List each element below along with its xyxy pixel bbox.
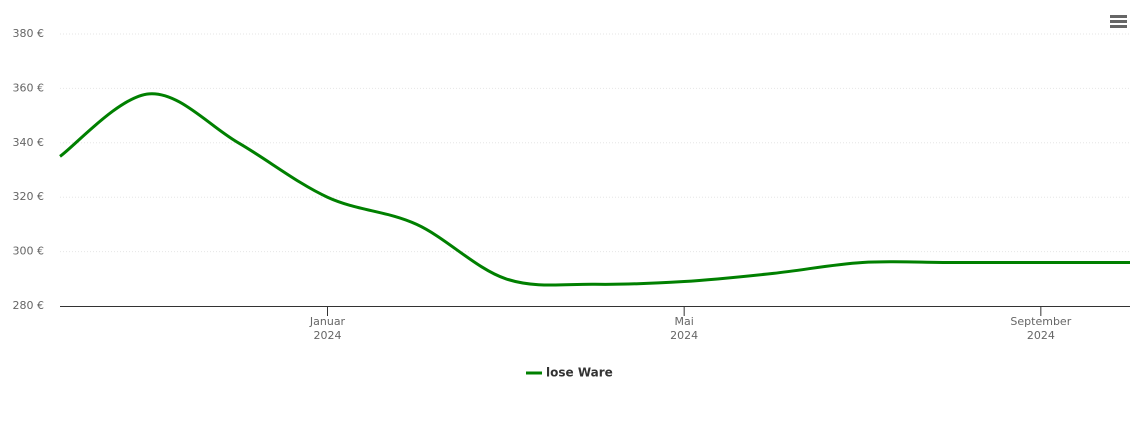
x-tick-label-line: Mai bbox=[675, 315, 694, 328]
x-tick-label-line: September bbox=[1010, 315, 1071, 328]
x-tick-label: Mai 2024 bbox=[670, 315, 698, 342]
x-tick-label-line: 2024 bbox=[670, 329, 698, 342]
menu-bar bbox=[1110, 15, 1127, 18]
series-line bbox=[59, 92, 1130, 287]
y-tick-label: 380 € bbox=[13, 27, 45, 40]
x-tick-label-line: Januar bbox=[309, 315, 346, 328]
menu-button[interactable] bbox=[1110, 15, 1127, 28]
menu-bar bbox=[1110, 25, 1127, 28]
legend-label: lose Ware bbox=[546, 366, 613, 380]
legend-item[interactable]: lose Ware bbox=[526, 366, 613, 380]
y-tick-label: 320 € bbox=[13, 190, 45, 203]
y-tick-label: 280 € bbox=[13, 299, 45, 312]
y-tick-label: 360 € bbox=[13, 81, 45, 94]
x-tick-label: Januar 2024 bbox=[309, 315, 346, 342]
y-tick-label: 300 € bbox=[13, 245, 45, 258]
x-tick-label: September 2024 bbox=[1010, 315, 1071, 342]
menu-bar bbox=[1110, 20, 1127, 23]
x-tick-label-line: 2024 bbox=[1027, 329, 1055, 342]
y-tick-label: 340 € bbox=[13, 136, 45, 149]
x-tick-label-line: 2024 bbox=[314, 329, 342, 342]
